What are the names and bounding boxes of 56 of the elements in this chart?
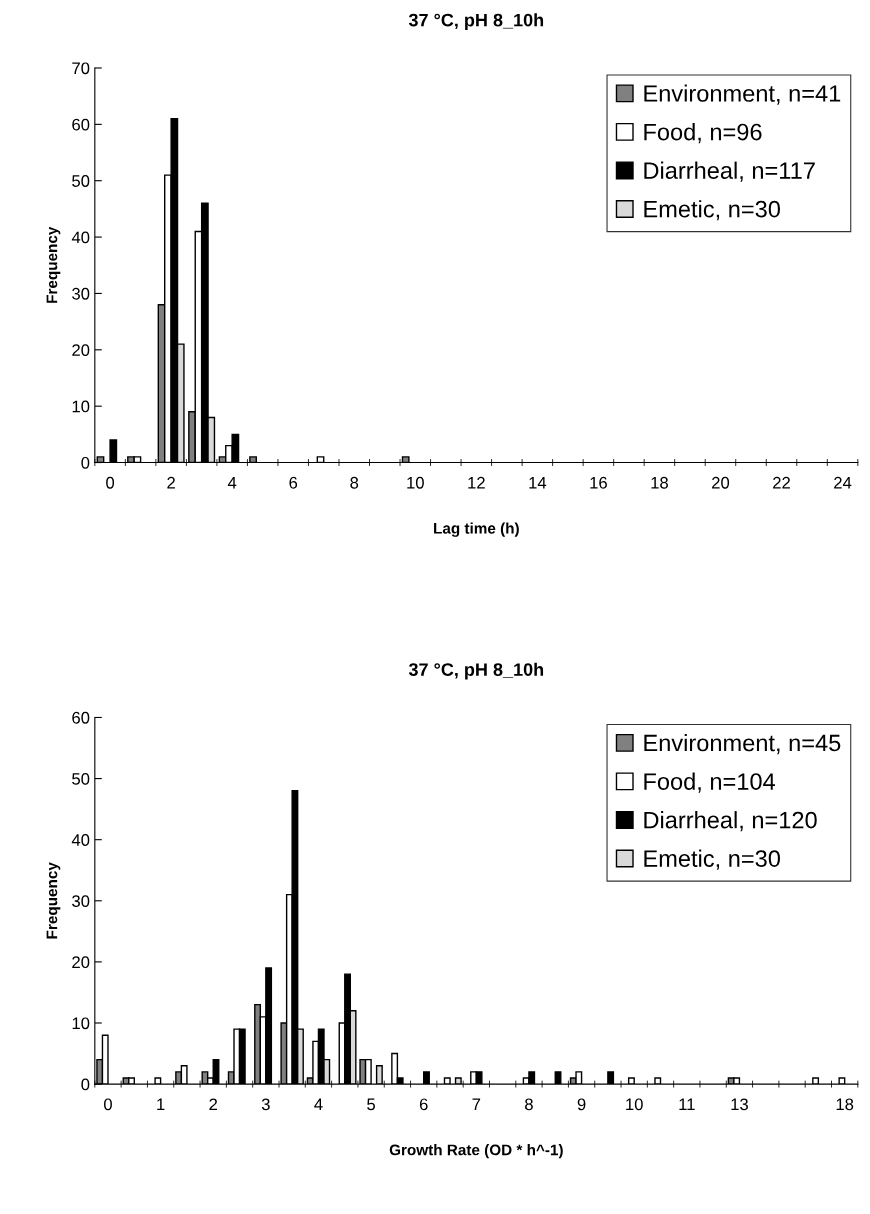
x-tick-label: 0: [104, 1098, 112, 1111]
y-tick-label: 40: [71, 231, 90, 244]
y-axis-title: Frequency: [46, 862, 61, 939]
x-axis-title: Lag time (h): [434, 522, 519, 537]
x-tick-label: 10: [626, 1098, 643, 1111]
x-tick-label: 6: [289, 476, 298, 489]
chart-title: 37 °C, pH 8_10h: [408, 13, 544, 31]
x-tick-label: 11: [679, 1098, 695, 1111]
x-tick-label: 0: [106, 476, 115, 489]
x-tick-label: 20: [712, 476, 730, 489]
x-tick-label: 5: [367, 1098, 376, 1111]
chart-title: 37 °C, pH 8_10h: [408, 662, 544, 680]
x-tick-label: 6: [419, 1098, 428, 1111]
y-tick-label: 0: [81, 1078, 90, 1091]
y-tick-label: 60: [72, 711, 90, 724]
x-tick-label: 1: [157, 1098, 165, 1111]
x-tick-label: 2: [167, 476, 175, 489]
y-tick-label: 50: [72, 175, 90, 187]
x-tick-label: 13: [731, 1098, 748, 1111]
x-tick-label: 18: [651, 476, 668, 489]
y-tick-label: 30: [72, 895, 90, 907]
y-tick-label: 0: [81, 456, 90, 469]
x-tick-label: 9: [577, 1098, 586, 1111]
y-tick-label: 70: [72, 62, 90, 75]
x-tick-label: 12: [468, 476, 485, 489]
y-tick-label: 30: [72, 287, 90, 300]
x-tick-label: 2: [209, 1098, 218, 1111]
legend-label: Emetic, n=30: [644, 200, 780, 221]
x-tick-label: 14: [529, 477, 547, 489]
x-tick-label: 8: [525, 1098, 533, 1111]
y-tick-label: 60: [72, 118, 90, 131]
legend-label: Environment, n=41: [644, 84, 841, 105]
x-tick-label: 7: [472, 1098, 481, 1111]
y-tick-label: 50: [72, 772, 90, 785]
y-axis-title: Frequency: [46, 226, 61, 303]
legend-label: Emetic, n=30: [644, 849, 780, 870]
x-tick-label: 4: [314, 1098, 323, 1111]
legend-label: Diarrheal, n=117: [644, 161, 815, 182]
x-tick-label: 3: [261, 1098, 270, 1111]
y-tick-label: 10: [72, 400, 90, 413]
y-tick-label: 40: [71, 834, 90, 846]
x-tick-label: 24: [834, 476, 852, 489]
x-tick-label: 22: [773, 476, 790, 489]
legend-label: Diarrheal, n=120: [644, 811, 817, 832]
y-tick-label: 10: [72, 1017, 90, 1030]
legend-label: Environment, n=45: [644, 734, 841, 755]
x-tick-label: 18: [836, 1098, 854, 1111]
x-tick-label: 4: [227, 477, 237, 489]
legend-label: Food, n=96: [644, 123, 762, 144]
y-tick-label: 20: [72, 956, 90, 969]
legend-label: Food, n=104: [644, 772, 776, 793]
x-axis-title: Growth Rate (OD * h^-1): [389, 1144, 563, 1159]
x-tick-label: 16: [590, 476, 607, 489]
x-tick-label: 8: [350, 476, 359, 489]
y-tick-label: 20: [72, 344, 90, 357]
x-tick-label: 10: [407, 476, 424, 489]
